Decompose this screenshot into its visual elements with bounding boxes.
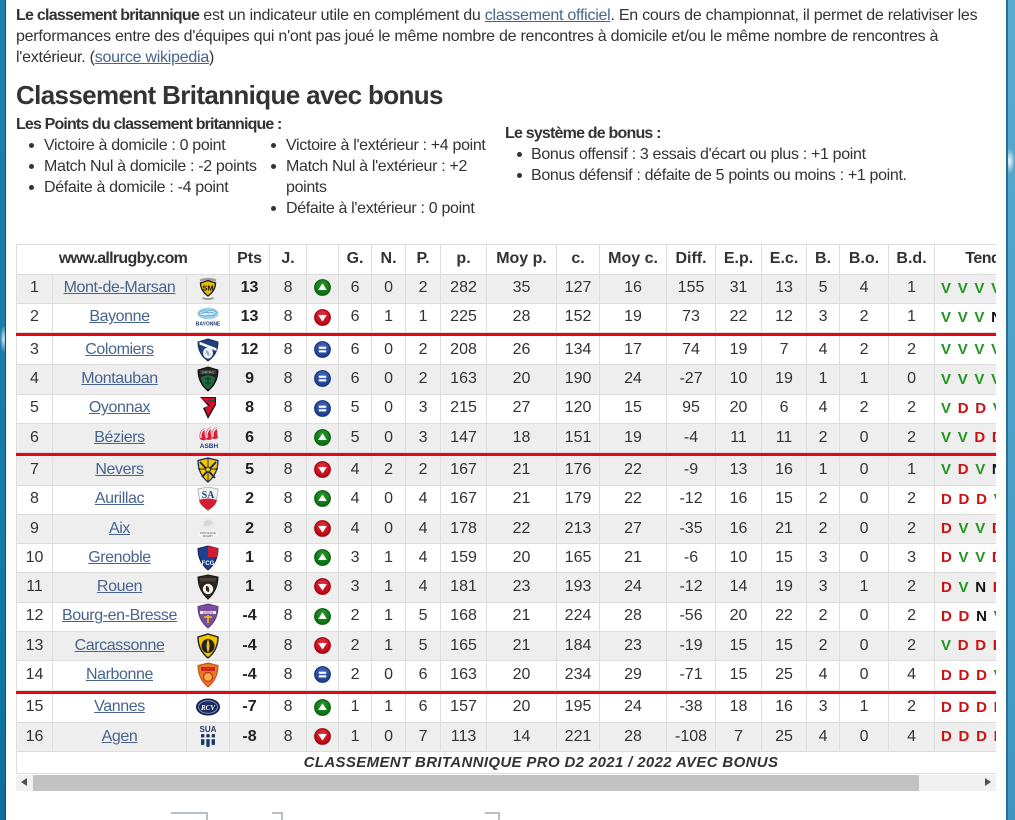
svg-text:RCV: RCV bbox=[200, 704, 216, 712]
svg-text:USBPA: USBPA bbox=[203, 611, 214, 615]
svg-text:BAYONNE: BAYONNE bbox=[196, 322, 221, 328]
svg-text:ASBH: ASBH bbox=[200, 443, 219, 450]
svg-text:SM: SM bbox=[202, 284, 213, 293]
svg-text:FCG: FCG bbox=[202, 561, 215, 567]
svg-text:SUA: SUA bbox=[200, 725, 217, 734]
svg-text:SAPIAC: SAPIAC bbox=[202, 371, 215, 375]
svg-text:SA: SA bbox=[202, 490, 216, 501]
svg-text:RUGBY: RUGBY bbox=[203, 534, 213, 538]
svg-text:PROVENCE: PROVENCE bbox=[200, 531, 216, 535]
